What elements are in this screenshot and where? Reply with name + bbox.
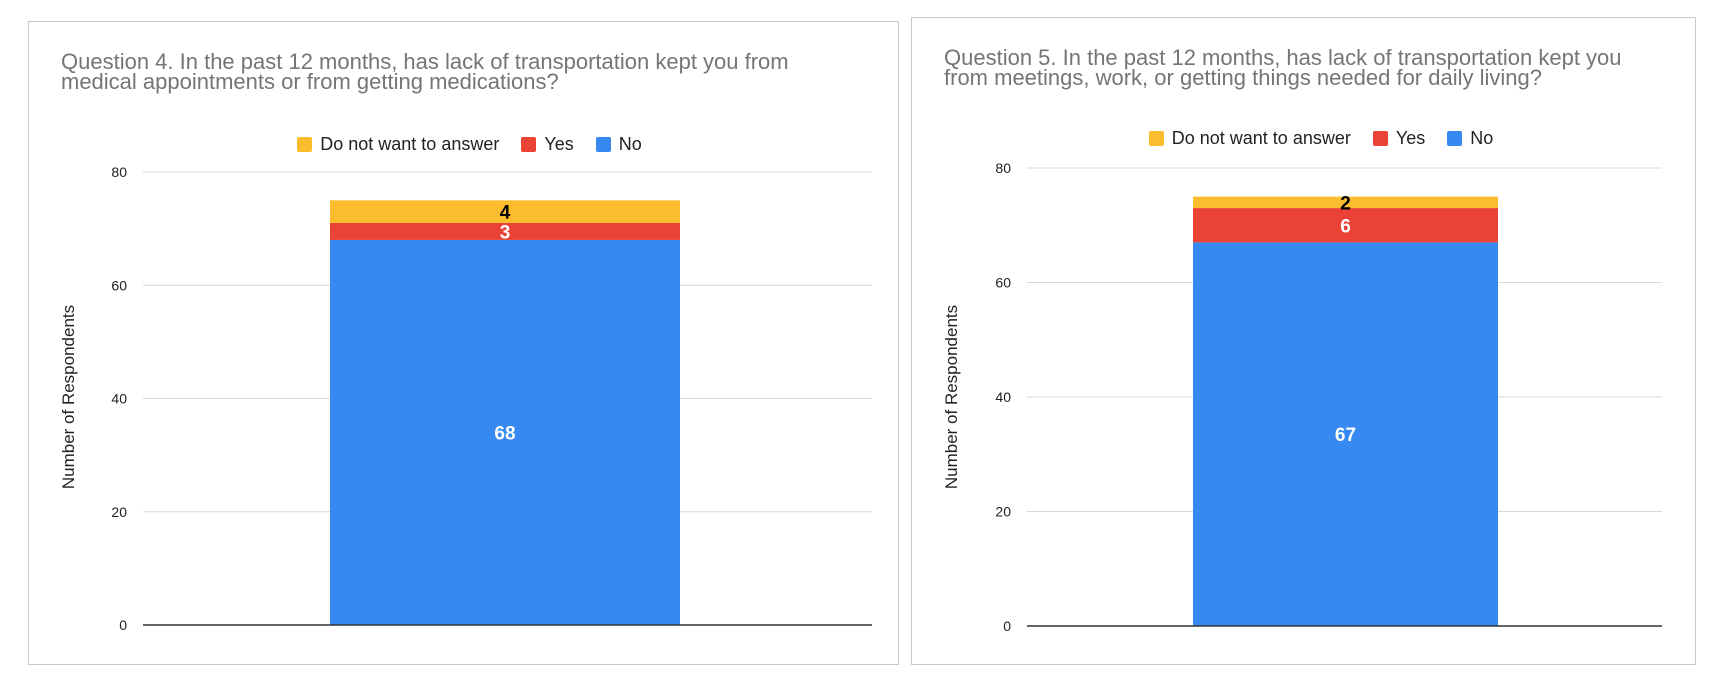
legend-label: Do not want to answer	[320, 134, 500, 154]
y-tick-label: 40	[111, 391, 127, 407]
chart-legend: Do not want to answer Yes No	[912, 128, 1695, 149]
y-tick-label: 0	[119, 617, 127, 633]
legend-item-do-not-want: Do not want to answer	[1148, 128, 1351, 149]
bar-segment-yes	[330, 222, 680, 240]
y-tick-label: 60	[995, 275, 1011, 291]
chart-panel-q5: Question 5. In the past 12 months, has l…	[911, 17, 1696, 665]
legend-swatch-do-not-want	[1148, 131, 1164, 146]
y-tick-label: 80	[995, 160, 1011, 176]
y-tick-label: 20	[111, 504, 127, 520]
legend-swatch-yes	[521, 137, 537, 152]
legend-swatch-do-not-want	[297, 137, 313, 152]
legend-label: Yes	[1395, 128, 1426, 148]
legend-label: Do not want to answer	[1171, 128, 1351, 148]
bar-segment-do-not-want-to-answer	[330, 200, 680, 223]
legend-label: Yes	[544, 134, 574, 154]
bar-segment-do-not-want-to-answer	[1193, 196, 1498, 209]
chart-panel-q4: Question 4. In the past 12 months, has l…	[28, 21, 899, 665]
legend-item-no: No	[595, 134, 642, 155]
legend-item-yes: Yes	[521, 134, 574, 155]
data-label-yes: 3	[500, 222, 511, 243]
legend-label: No	[1470, 128, 1494, 148]
legend-item-yes: Yes	[1372, 128, 1426, 149]
legend-swatch-no	[1447, 131, 1463, 146]
chart-title: Question 4. In the past 12 months, has l…	[61, 49, 789, 94]
data-label-no: 67	[1335, 425, 1356, 446]
y-tick-label: 60	[111, 277, 127, 293]
legend-item-no: No	[1447, 128, 1493, 149]
y-tick-label: 0	[1003, 618, 1011, 634]
chart-title: Question 5. In the past 12 months, has l…	[944, 45, 1622, 90]
bar-segment-yes	[1193, 208, 1498, 243]
plot-area: 0 20 40 60 80 68 34	[111, 164, 872, 633]
data-label-yes: 6	[1340, 216, 1351, 237]
legend-label: No	[618, 134, 642, 154]
y-tick-label: 80	[111, 164, 127, 180]
y-tick-label: 40	[995, 389, 1011, 405]
data-label-no: 68	[494, 423, 515, 444]
bar-segment-no	[330, 239, 680, 625]
chart-legend: Do not want to answer Yes No	[29, 134, 898, 155]
bar-segment-no	[1193, 242, 1498, 627]
legend-swatch-no	[595, 137, 611, 152]
data-label-do-not-want-to-answer: 4	[500, 203, 511, 224]
y-tick-label: 20	[995, 504, 1011, 520]
legend-item-do-not-want: Do not want to answer	[297, 134, 499, 155]
plot-area: 0 20 40 60 80 67 62	[995, 160, 1662, 634]
legend-swatch-yes	[1372, 131, 1388, 146]
data-label-do-not-want-to-answer: 2	[1340, 193, 1351, 214]
